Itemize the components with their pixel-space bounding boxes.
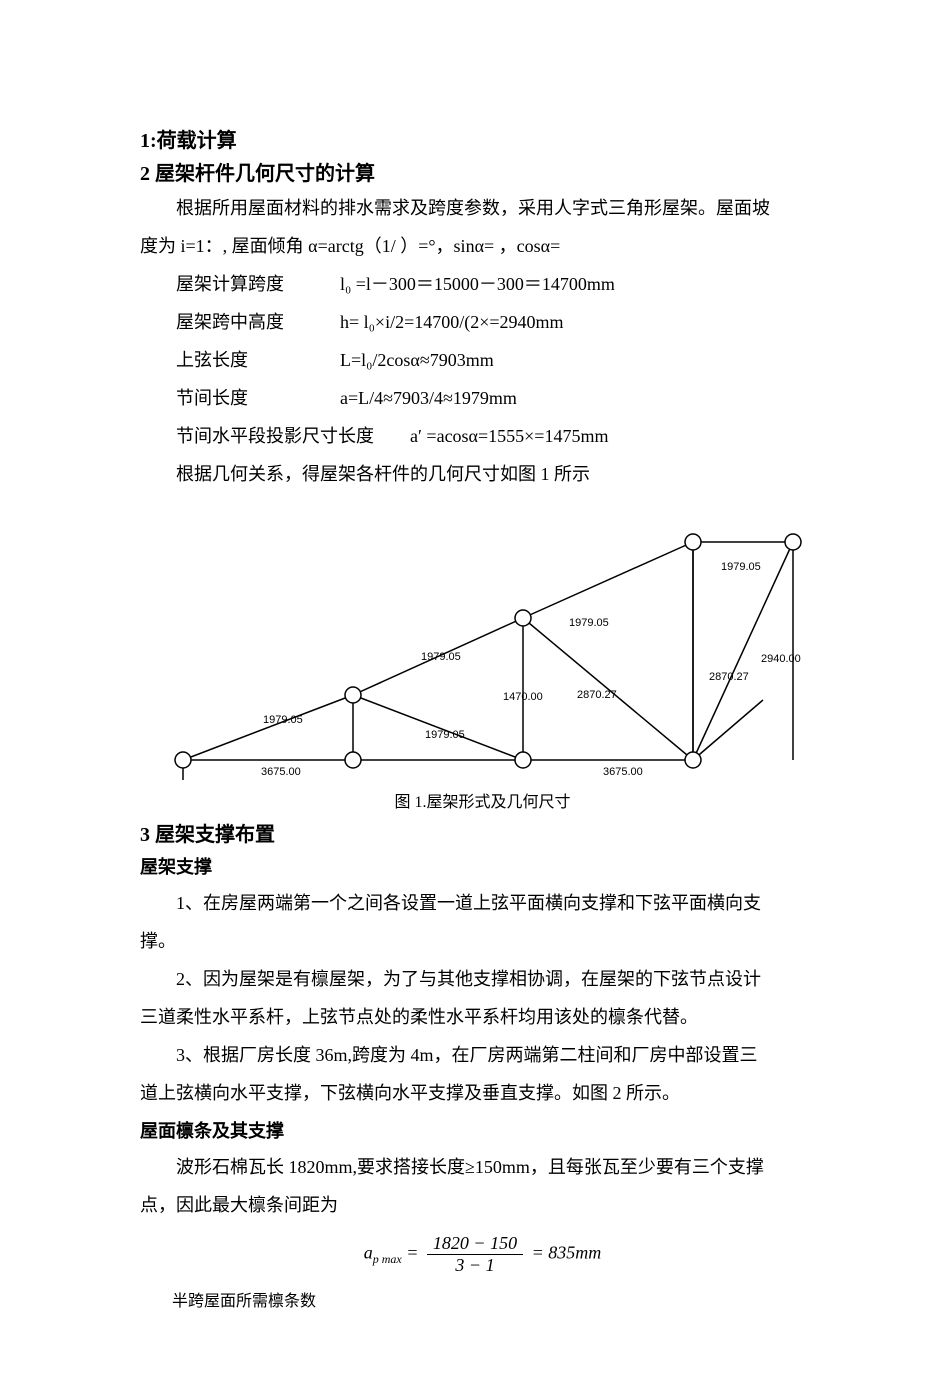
calc-row-span: 屋架计算跨度 l₀ =l－300＝15000－300＝14700mm [140, 266, 825, 302]
eq-numerator: 1820 − 150 [427, 1233, 523, 1255]
calc-label: 节间长度 [140, 380, 340, 416]
para-s1b: 撑。 [140, 923, 825, 959]
eq-denominator: 3 − 1 [427, 1255, 523, 1276]
equation: ap max = 1820 − 150 3 − 1 = 835mm [140, 1233, 825, 1276]
eq-rhs: = 835 [532, 1243, 576, 1263]
svg-text:1979.05: 1979.05 [721, 561, 761, 573]
svg-text:1979.05: 1979.05 [421, 651, 461, 663]
calc-value: L=l₀/2cosα≈7903mm [340, 342, 494, 378]
calc-label: 屋架计算跨度 [140, 266, 340, 302]
para-s2b: 三道柔性水平系杆，上弦节点处的柔性水平系杆均用该处的檩条代替。 [140, 999, 825, 1035]
heading-3: 3 屋架支撑布置 [140, 818, 825, 847]
heading-1: 1:荷载计算 [140, 124, 825, 153]
para-s4: 波形石棉瓦长 1820mm,要求搭接长度≥150mm，且每张瓦至少要有三个支撑 [140, 1149, 825, 1185]
eq-lhs: a [364, 1243, 373, 1263]
para-s5: 半跨屋面所需檩条数 [140, 1286, 825, 1318]
calc-value: h= l₀×i/2=14700/(2×=2940mm [340, 304, 564, 340]
calc-row-height: 屋架跨中高度 h= l₀×i/2=14700/(2×=2940mm [140, 304, 825, 340]
calc-label: 上弦长度 [140, 342, 340, 378]
svg-text:1979.05: 1979.05 [569, 617, 609, 629]
calc-row-panel: 节间长度 a=L/4≈7903/4≈1979mm [140, 380, 825, 416]
subheading-purlins: 屋面檩条及其支撑 [140, 1117, 825, 1143]
eq-fraction: 1820 − 150 3 − 1 [427, 1233, 523, 1276]
svg-text:1979.05: 1979.05 [263, 714, 303, 726]
eq-equals: = [406, 1243, 423, 1263]
para-s3: 3、根据厂房长度 36m,跨度为 4m，在厂房两端第二柱间和厂房中部设置三 [140, 1037, 825, 1073]
calc-row-proj: 节间水平段投影尺寸长度 a′ =acosα=1555×=1475mm [140, 418, 825, 454]
heading-2: 2 屋架杆件几何尺寸的计算 [140, 157, 825, 186]
svg-text:3675.00: 3675.00 [261, 766, 301, 778]
para-intro-1: 根据所用屋面材料的排水需求及跨度参数，采用人字式三角形屋架。屋面坡 [140, 190, 825, 226]
svg-text:2870.27: 2870.27 [709, 671, 749, 683]
para-s1: 1、在房屋两端第一个之间各设置一道上弦平面横向支撑和下弦平面横向支 [140, 885, 825, 921]
truss-diagram: 1979.05 1979.05 1979.05 1979.05 1979.05 1470.… [163, 500, 803, 780]
calc-value: a=L/4≈7903/4≈1979mm [340, 380, 517, 416]
calc-label: 屋架跨中高度 [140, 304, 340, 340]
para-intro-2: 度为 i=1：, 屋面倾角 α=arctg（1/ ）=°，sinα= ，cosα… [140, 228, 825, 264]
svg-text:1470.00: 1470.00 [503, 691, 543, 703]
calc-row-chord: 上弦长度 L=l₀/2cosα≈7903mm [140, 342, 825, 378]
figure-caption: 图 1.屋架形式及几何尺寸 [140, 788, 825, 812]
para-s4b: 点，因此最大檩条间距为 [140, 1187, 825, 1223]
para-s2: 2、因为屋架是有檩屋架，为了与其他支撑相协调，在屋架的下弦节点设计 [140, 961, 825, 997]
svg-text:1979.05: 1979.05 [425, 729, 465, 741]
calc-row-note: 根据几何关系，得屋架各杆件的几何尺寸如图 1 所示 [140, 456, 825, 492]
subheading-supports: 屋架支撑 [140, 853, 825, 879]
eq-unit: mm [575, 1243, 601, 1263]
para-s3b: 道上弦横向水平支撑，下弦横向水平支撑及垂直支撑。如图 2 所示。 [140, 1075, 825, 1111]
eq-sub: p max [373, 1252, 402, 1266]
svg-text:2870.27: 2870.27 [577, 689, 617, 701]
svg-text:2940.00: 2940.00 [761, 653, 801, 665]
calc-value: l₀ =l－300＝15000－300＝14700mm [340, 266, 615, 302]
svg-text:3675.00: 3675.00 [603, 766, 643, 778]
